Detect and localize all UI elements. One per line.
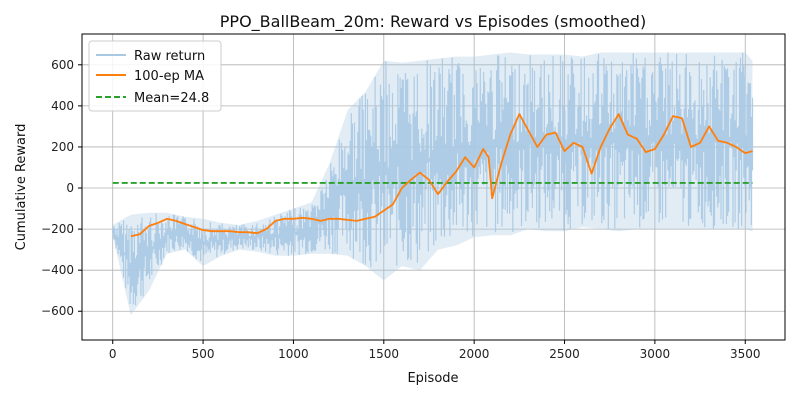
x-tick-label: 500 (192, 347, 215, 361)
y-tick-label: 400 (51, 99, 74, 113)
y-axis-label: Cumulative Reward (14, 124, 29, 251)
legend-label-mean: Mean=24.8 (134, 91, 209, 106)
x-tick-label: 2500 (549, 347, 580, 361)
y-tick-label: −600 (41, 304, 74, 318)
legend-label-raw: Raw return (134, 49, 205, 64)
y-axis-ticks: −600 −400 −200 0 200 400 600 (41, 58, 82, 318)
moving-average-line (130, 113, 753, 238)
x-tick-label: 2000 (459, 347, 490, 361)
x-axis-ticks: 0 500 1000 1500 2000 2500 3000 3500 (109, 340, 761, 361)
y-tick-label: 0 (66, 181, 74, 195)
plot-frame (81, 33, 786, 341)
y-tick-label: −400 (41, 263, 74, 277)
y-tick-label: −200 (41, 222, 74, 236)
chart-title: PPO_BallBeam_20m: Reward vs Episodes (sm… (220, 12, 646, 32)
y-tick-label: 600 (51, 58, 74, 72)
y-tick-label: 200 (51, 140, 74, 154)
legend-label-ma: 100-ep MA (134, 69, 204, 84)
raw-return-line (112, 52, 754, 306)
x-tick-label: 3500 (730, 347, 761, 361)
moving-average-series (130, 113, 753, 238)
x-tick-label: 3000 (640, 347, 671, 361)
legend-box (88, 40, 222, 112)
x-tick-label: 0 (109, 347, 117, 361)
x-tick-label: 1000 (278, 347, 309, 361)
x-axis-label: Episode (407, 371, 458, 386)
legend: Raw return 100-ep MA Mean=24.8 (88, 40, 222, 112)
x-tick-label: 1500 (369, 347, 400, 361)
